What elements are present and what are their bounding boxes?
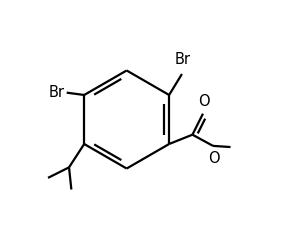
Text: O: O bbox=[198, 93, 210, 109]
Text: Br: Br bbox=[174, 52, 190, 67]
Text: Br: Br bbox=[48, 85, 64, 100]
Text: O: O bbox=[208, 151, 220, 166]
